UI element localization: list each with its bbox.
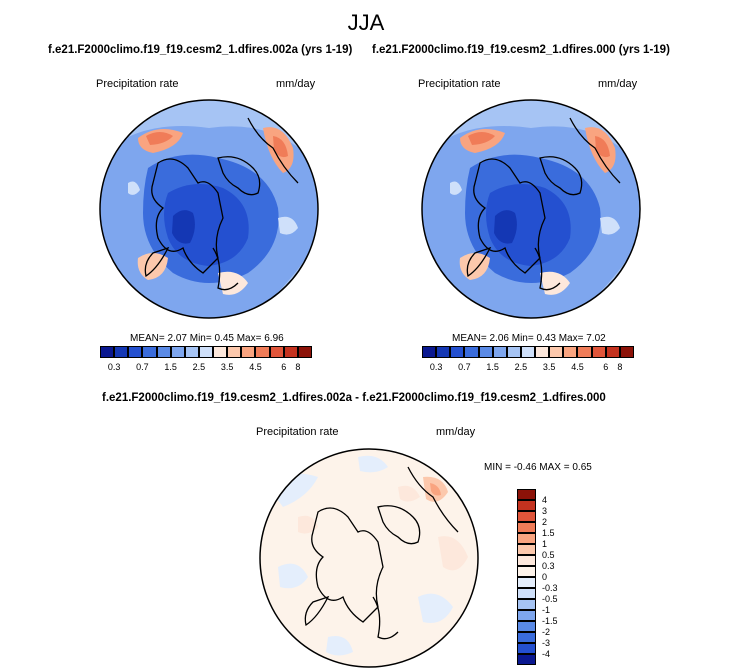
season-title: JJA <box>347 10 385 35</box>
diff-polar-map <box>259 448 479 668</box>
colorbar-tick-label: 0.3 <box>429 362 443 372</box>
colorbar-swatch <box>184 346 199 358</box>
panel1-colorbar <box>100 346 312 358</box>
colorbar-tick-label: -4 <box>542 649 551 659</box>
colorbar-tick-label: 0 <box>542 572 548 582</box>
colorbar-swatch <box>436 346 451 358</box>
colorbar-swatch <box>464 346 479 358</box>
colorbar-swatch <box>563 346 578 358</box>
colorbar-tick-label: 4 <box>542 495 548 505</box>
colorbar-swatch <box>450 346 465 358</box>
colorbar-tick-label: 0.3 <box>107 362 121 372</box>
panel2-stats: MEAN= 2.06 Min= 0.43 Max= 7.02 <box>452 333 606 344</box>
colorbar-tick-label: 2.5 <box>514 362 528 372</box>
colorbar-swatch <box>128 346 143 358</box>
colorbar-swatch <box>517 621 536 632</box>
case1-title: f.e21.F2000climo.f19_f19.cesm2_1.dfires.… <box>48 44 353 56</box>
diff-stats: MIN = -0.46 MAX = 0.65 <box>484 462 592 473</box>
colorbar-swatch <box>517 566 536 577</box>
colorbar-swatch <box>227 346 242 358</box>
panel1-variable-label: Precipitation rate <box>96 78 179 90</box>
colorbar-swatch <box>549 346 564 358</box>
colorbar-swatch <box>517 511 536 522</box>
colorbar-tick-label: 0.5 <box>542 550 555 560</box>
case2-title: f.e21.F2000climo.f19_f19.cesm2_1.dfires.… <box>372 44 670 56</box>
colorbar-swatch <box>506 346 521 358</box>
colorbar-tick-label: -2 <box>542 627 551 637</box>
panel1-colorbar-labels: 0.3 0.7 1.5 2.5 3.5 4.5 6 8 <box>100 362 312 374</box>
colorbar-swatch <box>114 346 129 358</box>
colorbar-swatch <box>517 588 536 599</box>
panel2-variable-label: Precipitation rate <box>418 78 501 90</box>
panel1-polar-map <box>99 99 319 319</box>
colorbar-swatch <box>605 346 620 358</box>
colorbar-swatch <box>422 346 437 358</box>
colorbar-tick-label: 6 <box>603 362 609 372</box>
colorbar-swatch <box>520 346 536 358</box>
panel2-colorbar <box>422 346 634 358</box>
colorbar-swatch <box>517 522 536 533</box>
colorbar-swatch <box>517 643 536 654</box>
colorbar-tick-label: 3.5 <box>220 362 234 372</box>
diff-variable-label: Precipitation rate <box>256 426 339 438</box>
panel2-colorbar-labels: 0.3 0.7 1.5 2.5 3.5 4.5 6 8 <box>422 362 634 374</box>
colorbar-swatch <box>517 555 536 566</box>
panel2-polar-map <box>421 99 641 319</box>
colorbar-swatch <box>517 610 536 621</box>
colorbar-tick-label: 0.7 <box>458 362 471 372</box>
colorbar-swatch <box>517 544 536 555</box>
colorbar-tick-label: 6 <box>281 362 287 372</box>
colorbar-tick-label: 1 <box>542 539 548 549</box>
colorbar-tick-label: 2 <box>542 517 548 527</box>
colorbar-swatch <box>198 346 214 358</box>
colorbar-swatch <box>297 346 312 358</box>
colorbar-swatch <box>577 346 592 358</box>
colorbar-swatch <box>283 346 298 358</box>
panel1-units-label: mm/day <box>276 78 316 90</box>
colorbar-tick-label: 0.7 <box>136 362 149 372</box>
colorbar-swatch <box>100 346 115 358</box>
colorbar-swatch <box>517 632 536 643</box>
colorbar-swatch <box>517 654 536 665</box>
diff-units-label: mm/day <box>436 426 476 438</box>
colorbar-tick-label: -1 <box>542 605 551 615</box>
colorbar-tick-label: -3 <box>542 638 551 648</box>
colorbar-swatch <box>170 346 185 358</box>
colorbar-tick-label: 4.5 <box>249 362 262 372</box>
colorbar-swatch <box>255 346 270 358</box>
colorbar-swatch <box>241 346 256 358</box>
colorbar-swatch <box>213 346 228 358</box>
colorbar-tick-label: 8 <box>617 362 623 372</box>
colorbar-swatch <box>142 346 157 358</box>
panel2-units-label: mm/day <box>598 78 638 90</box>
panel1-stats: MEAN= 2.07 Min= 0.45 Max= 6.96 <box>130 333 284 344</box>
colorbar-tick-label: -1.5 <box>542 616 558 626</box>
colorbar-swatch <box>478 346 493 358</box>
colorbar-swatch <box>517 577 536 588</box>
colorbar-swatch <box>517 500 536 511</box>
colorbar-swatch <box>591 346 606 358</box>
colorbar-swatch <box>517 489 536 500</box>
diff-title: f.e21.F2000climo.f19_f19.cesm2_1.dfires.… <box>102 392 606 404</box>
colorbar-swatch <box>156 346 171 358</box>
colorbar-tick-label: 1.5 <box>542 528 555 538</box>
diff-colorbar <box>517 489 536 665</box>
colorbar-tick-label: 3.5 <box>542 362 556 372</box>
colorbar-tick-label: 8 <box>295 362 301 372</box>
diff-colorbar-labels: 4 3 2 1.5 1 0.5 0.3 0 -0.3 -0.5 -1 -1.5 -2 -3 -4 <box>542 489 582 665</box>
colorbar-tick-label: -0.5 <box>542 594 558 604</box>
colorbar-swatch <box>269 346 284 358</box>
colorbar-tick-label: 1.5 <box>164 362 177 372</box>
colorbar-tick-label: 3 <box>542 506 548 516</box>
colorbar-swatch <box>535 346 550 358</box>
colorbar-swatch <box>517 599 536 610</box>
colorbar-swatch <box>492 346 507 358</box>
colorbar-swatch <box>517 533 536 544</box>
colorbar-swatch <box>619 346 634 358</box>
colorbar-tick-label: 0.3 <box>542 561 555 571</box>
colorbar-tick-label: -0.3 <box>542 583 558 593</box>
colorbar-tick-label: 1.5 <box>486 362 499 372</box>
colorbar-tick-label: 2.5 <box>192 362 206 372</box>
colorbar-tick-label: 4.5 <box>571 362 584 372</box>
